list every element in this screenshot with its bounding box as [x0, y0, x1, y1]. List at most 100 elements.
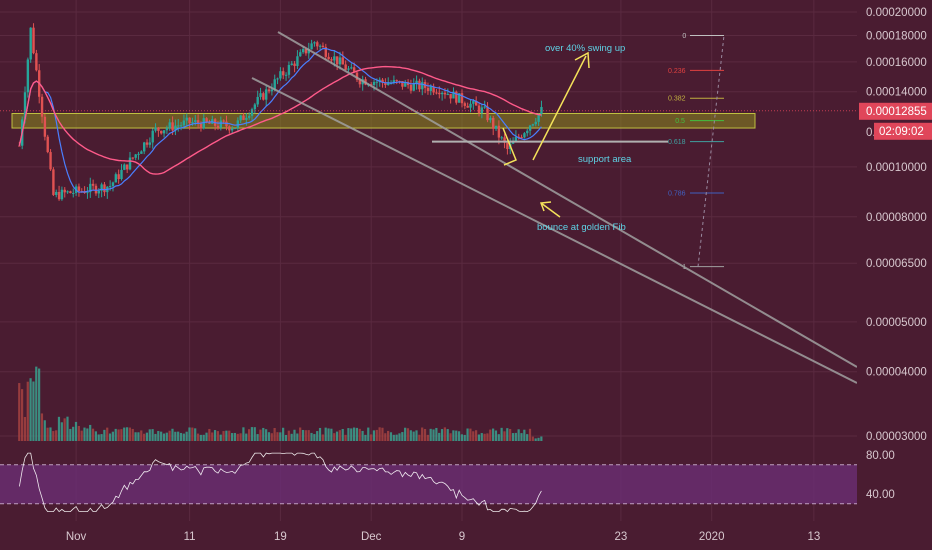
volume-bar: [66, 416, 69, 441]
volume-bar: [20, 389, 24, 441]
volume-bar: [457, 431, 461, 441]
volume-bar: [179, 432, 183, 441]
volume-bar: [520, 433, 523, 441]
volume-bar: [341, 428, 344, 441]
candle-body: [520, 137, 523, 139]
candle-body: [409, 84, 413, 91]
channel-lower-line: [251, 77, 858, 384]
volume-bar: [259, 429, 262, 441]
volume-bar: [148, 429, 151, 441]
volume-bar: [230, 433, 234, 441]
candle-body: [387, 83, 390, 86]
candle-body: [293, 63, 296, 66]
candle-body: [270, 89, 274, 92]
candle-body: [324, 47, 327, 57]
candle-body: [111, 182, 115, 187]
volume-bar: [177, 431, 180, 441]
volume-bar: [531, 436, 534, 441]
candle-body: [236, 120, 240, 129]
candle-body: [35, 53, 38, 71]
candle-body: [440, 92, 444, 95]
candle-body: [49, 152, 52, 170]
swing-up-arrow-head: [574, 51, 590, 69]
volume-bar: [143, 433, 146, 441]
candle-body: [489, 117, 492, 121]
volume-bar: [157, 430, 160, 441]
candle-body: [327, 56, 330, 60]
volume-bar: [250, 427, 254, 441]
candle-body: [392, 80, 396, 83]
volume-bar: [213, 430, 217, 441]
volume-bar: [389, 432, 393, 441]
volume-bar: [452, 430, 455, 441]
fib-trend-dashed-line: [697, 35, 725, 267]
volume-bar: [94, 431, 97, 441]
volume-bar: [114, 428, 117, 441]
volume-bar: [367, 427, 370, 441]
price-tick-label: 0.00006500: [866, 258, 927, 270]
candle-body: [301, 49, 305, 53]
candle-body: [523, 133, 526, 138]
candle-body: [43, 116, 47, 137]
volume-bar: [83, 427, 86, 441]
candle-body: [335, 56, 339, 65]
countdown-label: 02:09:02: [879, 126, 924, 138]
volume-bar: [106, 427, 109, 441]
volume-bar: [29, 378, 32, 441]
candle-body: [267, 89, 271, 92]
candle-body: [537, 113, 540, 122]
candle-body: [483, 106, 486, 108]
annotation-bounce-label: bounce at golden Fib: [537, 222, 626, 233]
volume-bar: [304, 430, 307, 441]
candle-body: [460, 93, 464, 104]
volume-bar: [310, 432, 313, 441]
candle-body: [401, 81, 404, 87]
volume-bar: [40, 413, 44, 441]
volume-bar: [466, 428, 469, 441]
candle-body: [432, 86, 435, 93]
candle-body: [404, 82, 407, 87]
candle-body: [313, 42, 316, 44]
candle-body: [443, 92, 447, 95]
price-axis: 0.00020000 0.00018000 0.00016000 0.00014000…: [859, 7, 932, 501]
volume-bar: [262, 427, 265, 441]
price-tick-label: 0.00018000: [866, 31, 927, 43]
volume-bar: [140, 430, 143, 441]
volume-bar: [242, 427, 245, 441]
rsi-tick-label: 40.00: [866, 489, 895, 501]
candle-body: [219, 120, 223, 128]
moving-averages: [18, 47, 542, 193]
volume-bar: [528, 428, 532, 441]
volume-bar: [511, 433, 515, 441]
volume-bar: [316, 431, 319, 441]
volume-bar: [120, 429, 123, 441]
volume-bar: [43, 420, 46, 441]
volume-bar: [506, 428, 509, 441]
volume-bar: [219, 434, 222, 441]
volume-bar: [347, 428, 350, 441]
volume-bar: [415, 430, 418, 441]
candle-body: [299, 52, 302, 57]
fib-level-label: 0: [682, 33, 686, 40]
volume-bar: [211, 432, 214, 441]
volume-bar: [174, 431, 177, 441]
volume-bar: [375, 429, 378, 441]
candle-body: [457, 93, 461, 103]
candle-body: [321, 45, 325, 48]
volume-bar: [494, 430, 498, 441]
candle-body: [477, 105, 481, 114]
fib-level-label: 0.5: [675, 118, 685, 125]
volume-bar: [182, 433, 185, 441]
volume-bar: [432, 429, 435, 441]
volume-bar: [290, 433, 293, 441]
candle-body: [145, 142, 149, 145]
candle-body: [151, 130, 154, 143]
candle-body: [123, 164, 126, 170]
candle-body: [160, 130, 163, 134]
candle-body: [168, 122, 171, 129]
volume-bar: [423, 428, 427, 441]
candle-body: [273, 79, 276, 90]
candle-body: [526, 130, 529, 134]
volume-bar: [89, 424, 92, 441]
swing-up-arrow-shaft: [532, 55, 587, 161]
